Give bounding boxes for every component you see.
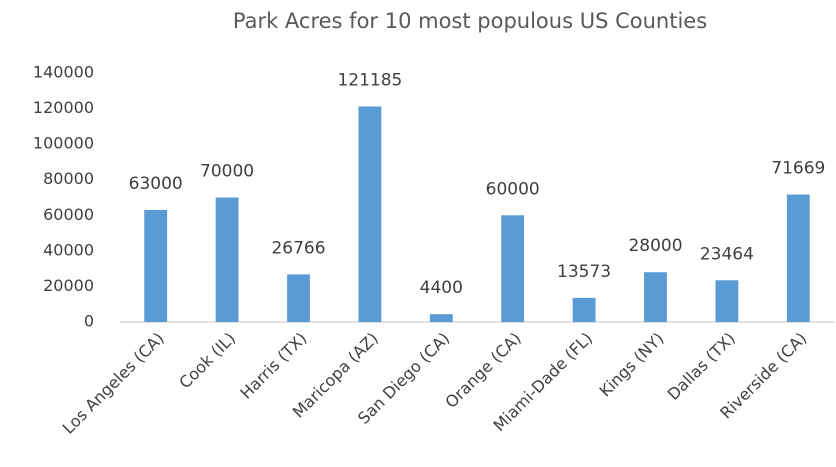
- bar: [501, 215, 525, 322]
- bar: [715, 280, 739, 322]
- bar: [786, 194, 810, 322]
- bar: [287, 274, 310, 322]
- x-tick-label: Dallas (TX): [664, 329, 739, 404]
- data-label: 28000: [628, 236, 682, 256]
- data-label: 121185: [337, 70, 402, 90]
- data-label: 70000: [200, 162, 254, 182]
- y-tick-label: 80000: [43, 169, 94, 188]
- x-tick-label: Los Angeles (CA): [59, 329, 168, 438]
- data-label: 13573: [557, 262, 611, 282]
- x-tick-label: Cook (IL): [175, 329, 239, 393]
- data-label: 60000: [486, 179, 540, 199]
- y-tick-label: 40000: [43, 240, 94, 259]
- y-tick-label: 100000: [33, 134, 94, 153]
- data-label: 63000: [129, 174, 183, 194]
- y-tick-label: 0: [84, 312, 94, 331]
- chart-title: Park Acres for 10 most populous US Count…: [233, 9, 707, 33]
- bar: [644, 272, 667, 322]
- bar: [429, 314, 453, 322]
- bar: [144, 209, 168, 322]
- data-label: 4400: [420, 278, 463, 298]
- x-tick-label: Harris (TX): [236, 329, 310, 403]
- x-tick-label: Kings (NY): [595, 329, 667, 401]
- y-tick-label: 60000: [43, 205, 94, 224]
- data-label: 26766: [271, 238, 325, 258]
- y-tick-label: 140000: [33, 63, 94, 82]
- y-tick-label: 120000: [33, 98, 94, 117]
- data-label: 71669: [771, 159, 825, 179]
- y-tick-label: 20000: [43, 276, 94, 295]
- bar: [572, 297, 596, 322]
- bar: [358, 106, 382, 322]
- data-label: 23464: [700, 244, 754, 264]
- bar: [215, 197, 239, 322]
